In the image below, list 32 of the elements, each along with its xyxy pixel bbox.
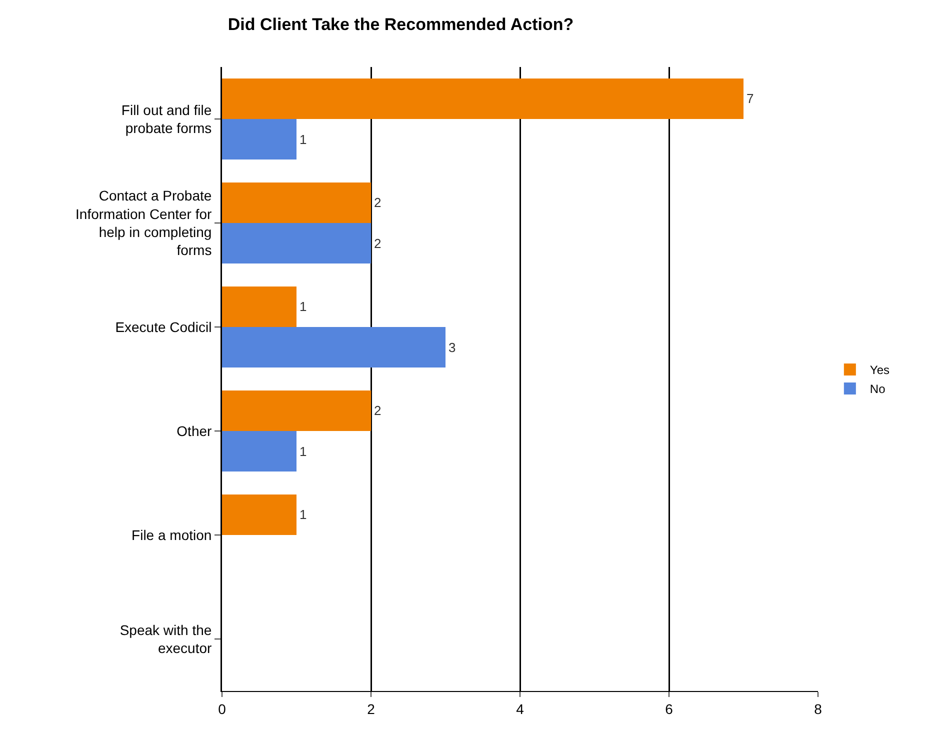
x-tick-label: 6: [665, 700, 674, 717]
bar: [222, 119, 296, 160]
data-label: 2: [374, 236, 382, 251]
data-label: 1: [300, 132, 307, 147]
y-tick-label: Other: [176, 422, 212, 439]
y-tick-label: File a motion: [132, 526, 212, 543]
x-tick-label: 8: [814, 700, 822, 717]
bar: [222, 494, 296, 535]
y-tick-label: Execute Codicil: [115, 318, 212, 335]
bar: [222, 431, 296, 472]
y-tick-label: Fill out and file probate forms: [121, 102, 212, 136]
y-tick-label: Speak with the executor: [120, 622, 212, 656]
data-label: 7: [746, 91, 754, 106]
bar: [222, 182, 371, 223]
chart-title: Did Client Take the Recommended Action?: [228, 15, 574, 34]
x-tick-label: 0: [218, 700, 226, 717]
bar: [222, 286, 296, 327]
bar: [222, 223, 371, 264]
bar: [222, 327, 446, 368]
legend-label: Yes: [870, 363, 890, 378]
data-label: 2: [374, 403, 382, 418]
bar: [222, 390, 371, 431]
data-label: 1: [300, 444, 307, 459]
data-label: 1: [300, 507, 307, 522]
legend-label: No: [870, 382, 886, 396]
y-tick-label: Contact a Probate Information Center for help in completing forms: [76, 188, 212, 258]
x-tick-label: 4: [516, 700, 524, 717]
x-tick-label: 2: [367, 700, 376, 717]
data-label: 2: [374, 195, 382, 210]
bar: [222, 78, 744, 119]
data-label: 1: [300, 299, 307, 314]
data-label: 3: [448, 340, 456, 355]
